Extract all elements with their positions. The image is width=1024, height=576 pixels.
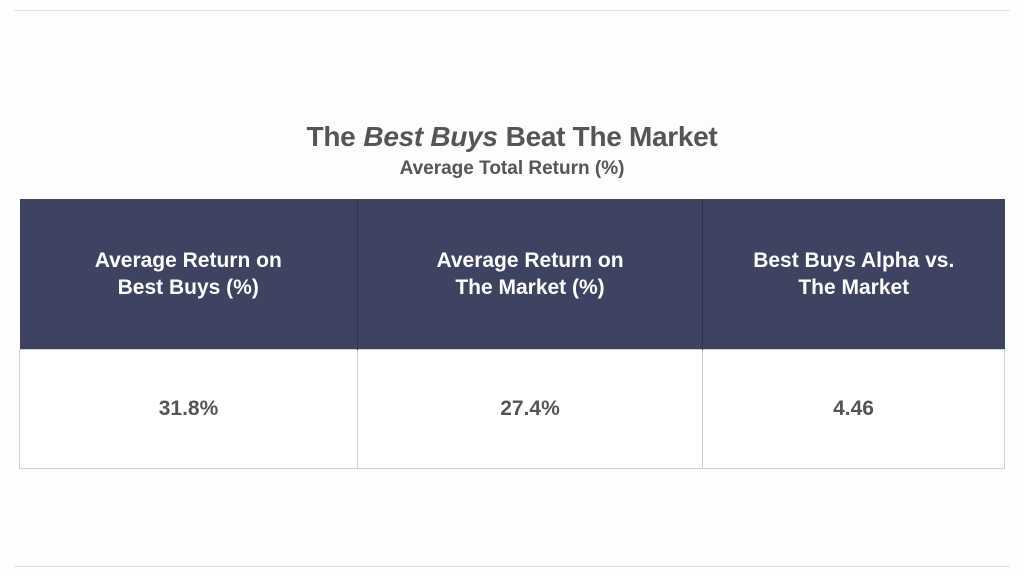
header-line: The Market (%) bbox=[455, 276, 605, 299]
header-row: Average Return on Best Buys (%) Average Re… bbox=[19, 199, 1005, 350]
header-cell: Best Buys Alpha vs. The Market bbox=[702, 199, 1005, 350]
title: The Best Buys Beat The Market bbox=[0, 121, 1024, 153]
table-cell: 31.8% bbox=[19, 349, 358, 469]
header-line: Best Buys Alpha vs. bbox=[753, 249, 955, 272]
top-rule bbox=[14, 10, 1010, 11]
table-cell: 27.4% bbox=[357, 349, 703, 469]
header-line: Best Buys (%) bbox=[117, 276, 259, 299]
subtitle: Average Total Return (%) bbox=[399, 158, 625, 179]
title-text: The bbox=[306, 121, 356, 152]
title-emphasis: Best Buys bbox=[363, 121, 498, 152]
header-cell: Average Return on The Market (%) bbox=[357, 199, 703, 350]
table-body: 31.8% 27.4% 4.46 bbox=[19, 349, 1005, 469]
header-cell: Average Return on Best Buys (%) bbox=[19, 199, 358, 350]
title-text: Beat The Market bbox=[505, 121, 718, 152]
table: Average Return on Best Buys (%) Average Re… bbox=[19, 199, 1005, 469]
header-line: The Market bbox=[798, 276, 910, 299]
header-line: Average Return on bbox=[94, 249, 282, 272]
header-line: Average Return on bbox=[436, 249, 624, 272]
table-cell: 4.46 bbox=[702, 349, 1005, 469]
table-row: 31.8% 27.4% 4.46 bbox=[19, 349, 1005, 469]
bottom-rule bbox=[14, 566, 1010, 567]
